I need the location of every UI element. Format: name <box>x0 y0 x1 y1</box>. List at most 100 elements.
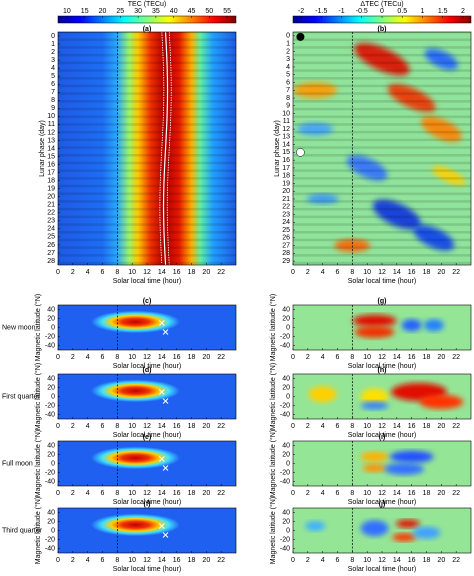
x-axis-label: Solar local time (hour) <box>348 499 416 506</box>
x-tick-label: 18 <box>423 354 431 361</box>
x-tick-label: 4 <box>86 423 90 430</box>
y-tick-label: 28 <box>282 250 290 257</box>
x-tick-label: 10 <box>128 269 136 276</box>
x-tick-label: 2 <box>306 423 310 430</box>
y-tick-label: 26 <box>47 242 55 249</box>
dtec-feature <box>308 386 337 403</box>
x-tick-label: 22 <box>217 557 225 564</box>
x-tick-label: 16 <box>173 269 181 276</box>
y-tick-label: 25 <box>282 227 290 234</box>
y-tick-label: 16 <box>47 161 55 168</box>
x-tick-label: 16 <box>408 423 416 430</box>
x-tick-label: 14 <box>158 557 166 564</box>
y-tick-label: 9 <box>286 103 290 110</box>
y-tick-label: -40 <box>280 342 290 349</box>
x-tick-label: 14 <box>158 354 166 361</box>
colorbar-tick-label: 45 <box>188 8 196 15</box>
x-tick-label: 2 <box>306 269 310 276</box>
y-tick-label: 16 <box>282 157 290 164</box>
crest-marker <box>162 329 169 335</box>
y-tick-label: -40 <box>280 545 290 552</box>
x-tick-label: 6 <box>101 557 105 564</box>
x-tick-label: 0 <box>291 490 295 497</box>
colorbar-tick-label: 0 <box>380 8 384 15</box>
panel-label: (c) <box>143 298 152 305</box>
y-tick-label: 18 <box>282 173 290 180</box>
x-tick-label: 10 <box>363 269 371 276</box>
colorbar-tick-label: 35 <box>152 8 160 15</box>
y-tick-label: 17 <box>282 165 290 172</box>
x-tick-label: 18 <box>423 490 431 497</box>
x-tick-label: 2 <box>71 423 75 430</box>
y-tick-label: 20 <box>47 315 55 322</box>
x-tick-label: 12 <box>378 423 386 430</box>
x-tick-label: 0 <box>56 269 60 276</box>
x-tick-label: 8 <box>115 423 119 430</box>
y-tick-label: 14 <box>47 145 55 152</box>
x-tick-label: 22 <box>452 269 460 276</box>
y-tick-label: -20 <box>280 469 290 476</box>
x-tick-label: 12 <box>378 269 386 276</box>
panel-label: (i) <box>379 434 386 441</box>
x-tick-label: 16 <box>408 557 416 564</box>
panel-label: (e) <box>143 434 152 441</box>
y-tick-label: 10 <box>47 113 55 120</box>
x-tick-label: 8 <box>350 490 354 497</box>
x-tick-label: 22 <box>217 269 225 276</box>
x-tick-label: 16 <box>408 490 416 497</box>
x-tick-label: 10 <box>128 490 136 497</box>
y-tick-label: 0 <box>286 460 290 467</box>
y-tick-label: 13 <box>282 134 290 141</box>
x-tick-label: 18 <box>188 354 196 361</box>
dtec-feature <box>412 526 441 539</box>
y-tick-label: 19 <box>282 180 290 187</box>
x-tick-label: 16 <box>173 557 181 564</box>
y-tick-label: 2 <box>51 49 55 56</box>
x-tick-label: 20 <box>437 269 445 276</box>
x-tick-label: 6 <box>101 490 105 497</box>
x-tick-label: 8 <box>350 423 354 430</box>
y-tick-label: 0 <box>286 527 290 534</box>
dtec-feature <box>419 394 464 409</box>
y-tick-label: 20 <box>282 451 290 458</box>
x-tick-label: 4 <box>86 490 90 497</box>
x-tick-label: 10 <box>363 490 371 497</box>
x-tick-label: 16 <box>173 354 181 361</box>
x-tick-label: 20 <box>437 354 445 361</box>
y-tick-label: 0 <box>286 393 290 400</box>
x-tick-label: 8 <box>350 557 354 564</box>
colorbar-tick-label: 2 <box>461 8 465 15</box>
y-tick-label: -40 <box>45 545 55 552</box>
y-tick-label: 9 <box>51 105 55 112</box>
x-tick-label: 0 <box>291 354 295 361</box>
row-name: First quarter <box>2 393 40 400</box>
dtec-feature <box>352 314 397 327</box>
x-tick-label: 0 <box>56 354 60 361</box>
crest-marker <box>162 532 169 538</box>
x-tick-label: 4 <box>86 557 90 564</box>
y-tick-label: 28 <box>47 258 55 265</box>
y-tick-label: 21 <box>282 196 290 203</box>
x-tick-label: 0 <box>291 269 295 276</box>
y-tick-label: 25 <box>47 234 55 241</box>
dtec-feature <box>360 401 389 410</box>
x-tick-label: 6 <box>336 269 340 276</box>
panel-label: (d) <box>143 367 152 374</box>
y-tick-label: 21 <box>47 202 55 209</box>
y-tick-label: 0 <box>51 324 55 331</box>
y-tick-label: 6 <box>286 79 290 86</box>
y-tick-label: 0 <box>51 33 55 40</box>
colorbar-tick-label: -2 <box>298 8 304 15</box>
x-tick-label: 0 <box>56 557 60 564</box>
y-tick-label: -20 <box>280 333 290 340</box>
tec-stripes <box>58 32 236 265</box>
y-tick-label: 24 <box>47 226 55 233</box>
y-tick-label: -20 <box>45 402 55 409</box>
x-tick-label: 10 <box>128 557 136 564</box>
colorbar-tick-label: 30 <box>134 8 142 15</box>
x-axis-label: Solar local time (hour) <box>113 432 181 439</box>
x-tick-label: 12 <box>143 490 151 497</box>
x-tick-label: 4 <box>86 269 90 276</box>
x-tick-label: 6 <box>336 490 340 497</box>
dtec-map <box>293 305 471 350</box>
